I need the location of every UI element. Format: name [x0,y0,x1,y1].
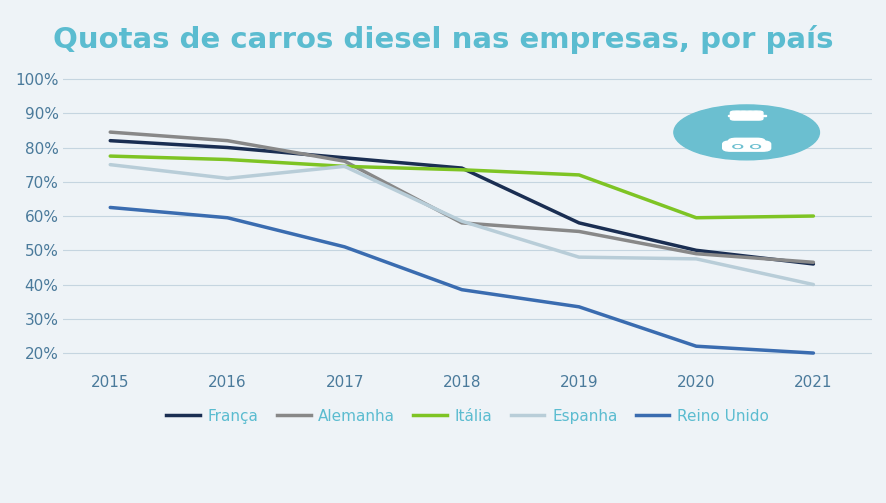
Line: França: França [110,141,812,264]
Line: Alemanha: Alemanha [110,132,812,262]
Reino Unido [339,244,350,250]
Bar [734,111,738,114]
Bar [758,115,765,116]
Alemanha [339,158,350,164]
Espanha [105,161,115,167]
Espanha [222,176,232,182]
Espanha [339,163,350,170]
Itália [690,215,701,221]
Line: Itália: Itália [110,156,812,218]
Circle shape [673,105,819,160]
Espanha [573,254,584,260]
Itália [807,213,818,219]
França [573,220,584,226]
Bar [753,111,757,114]
Espanha [456,218,467,224]
Circle shape [734,145,740,147]
França [807,261,818,267]
Text: Quotas de carros diesel nas empresas, por país: Quotas de carros diesel nas empresas, po… [53,25,833,54]
Alemanha [690,250,701,257]
Itália [222,156,232,162]
Line: Espanha: Espanha [110,164,812,285]
FancyBboxPatch shape [722,141,770,151]
Line: Reino Unido: Reino Unido [110,207,812,353]
França [456,165,467,171]
França [690,247,701,254]
Alemanha [807,259,818,265]
França [222,144,232,150]
Alemanha [222,138,232,144]
Reino Unido [690,343,701,349]
Circle shape [752,145,758,147]
Legend: França, Alemanha, Itália, Espanha, Reino Unido: França, Alemanha, Itália, Espanha, Reino… [160,402,774,430]
Reino Unido [105,204,115,210]
FancyBboxPatch shape [727,138,764,148]
França [105,138,115,144]
Itália [339,163,350,170]
Bar [727,115,734,116]
Itália [573,172,584,178]
Reino Unido [573,304,584,310]
Reino Unido [222,215,232,221]
Alemanha [573,228,584,234]
Bar [741,111,744,114]
Itália [105,153,115,159]
Bar [747,111,750,114]
FancyBboxPatch shape [729,111,762,120]
Circle shape [732,145,742,148]
Reino Unido [807,350,818,356]
Reino Unido [456,287,467,293]
Alemanha [105,129,115,135]
Espanha [690,256,701,262]
França [339,155,350,161]
Alemanha [456,220,467,226]
Circle shape [750,145,759,148]
Itália [456,167,467,173]
Espanha [807,282,818,288]
